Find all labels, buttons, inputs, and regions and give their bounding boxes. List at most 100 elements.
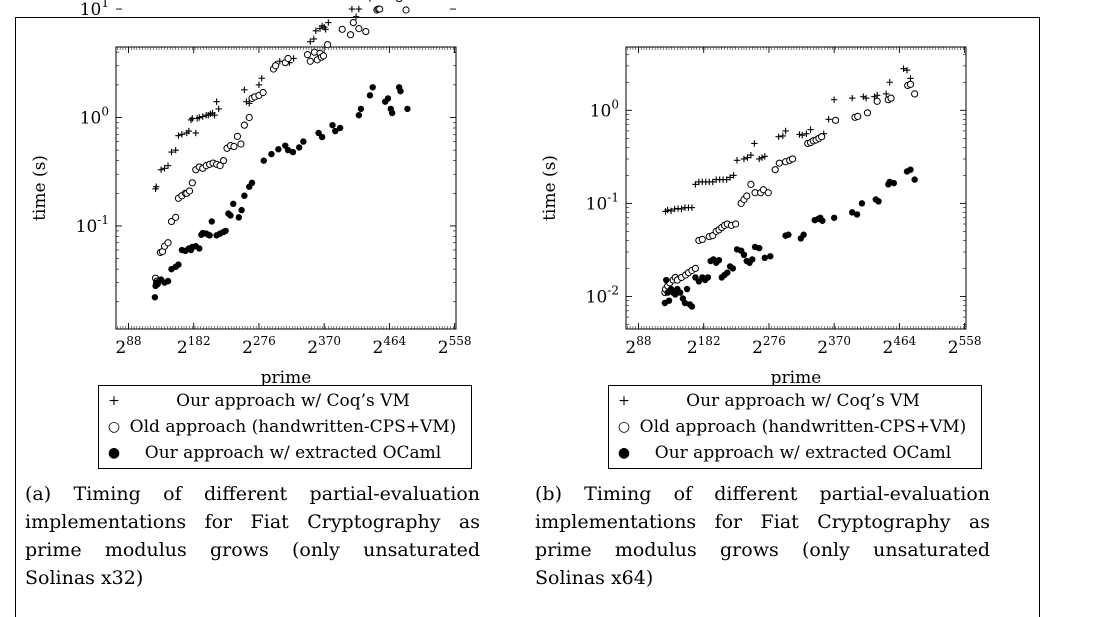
dot-point xyxy=(208,218,215,225)
circle-point xyxy=(219,157,228,165)
circle-point xyxy=(887,94,895,102)
dot-point xyxy=(357,105,365,113)
circle-point xyxy=(376,5,384,13)
dot-point xyxy=(704,274,712,281)
legend-label: Our approach w/ Coq’s VM xyxy=(176,391,410,411)
panel-a: 288 2182 2276 2370 2464 2558 10-1 100 101 prime ti… xyxy=(0,0,500,609)
dot-point xyxy=(800,231,807,238)
circle-point xyxy=(698,235,706,243)
plus-point xyxy=(723,176,730,183)
dot-point xyxy=(289,148,297,156)
x-tick-label: 2182 xyxy=(687,334,721,358)
plus-point xyxy=(807,126,814,133)
plus-point xyxy=(907,75,914,82)
circle-point xyxy=(743,192,751,200)
dot-point xyxy=(151,294,159,301)
dot-point xyxy=(366,92,374,99)
plus-point xyxy=(241,86,248,94)
caption-a: (a) Timing of different partial-evaluati… xyxy=(25,483,480,589)
plus-point xyxy=(352,13,360,20)
dot-point xyxy=(858,200,866,207)
plus-point xyxy=(664,206,671,214)
legend-marker: + xyxy=(618,393,630,409)
plus-point xyxy=(213,98,220,105)
circle-point xyxy=(172,213,180,221)
legend-label: Old approach (handwritten-CPS+VM) xyxy=(639,417,967,437)
dot-point xyxy=(404,105,411,113)
dot-point xyxy=(175,261,182,268)
dot-point xyxy=(672,291,679,298)
dot-point xyxy=(230,200,237,208)
dot-point xyxy=(300,138,307,145)
dot-point xyxy=(275,146,282,153)
plus-point xyxy=(312,27,320,35)
plus-point xyxy=(779,132,787,140)
y-tick-label: 101 xyxy=(80,0,109,20)
legend-entry: ○ Old approach (handwritten-CPS+VM) xyxy=(105,414,463,440)
legend-a: + Our approach w/ Coq’s VM ○ Old approac… xyxy=(98,385,472,469)
plus-point xyxy=(255,81,263,89)
plus-point xyxy=(276,58,283,65)
x-tick-label: 2276 xyxy=(752,334,786,358)
y-axis-label: time (s) xyxy=(540,155,560,221)
circle-point xyxy=(346,31,355,39)
plus-point xyxy=(886,79,893,86)
plus-point xyxy=(751,140,758,147)
legend-marker: + xyxy=(108,393,120,409)
plus-point xyxy=(709,178,716,186)
plus-point xyxy=(761,153,768,160)
dot-point xyxy=(260,157,267,164)
y-tick-label: 10-1 xyxy=(586,190,619,214)
dot-point xyxy=(397,87,404,95)
circle-point xyxy=(284,54,292,63)
dot-point xyxy=(369,84,376,91)
dot-point xyxy=(238,206,245,214)
plus-point xyxy=(164,162,172,169)
legend-label: Our approach w/ extracted OCaml xyxy=(144,443,442,463)
panel-b: 288 2182 2276 2370 2464 2558 10-2 10-1 100 prime t… xyxy=(510,0,1010,609)
circle-point xyxy=(775,159,783,167)
plus-point xyxy=(215,105,222,113)
x-tick-label: 2464 xyxy=(883,334,917,358)
circle-point xyxy=(271,62,280,70)
plot-a: 288 2182 2276 2370 2464 2558 10-1 100 101 prime ti… xyxy=(30,0,472,388)
legend-label: Old approach (handwritten-CPS+VM) xyxy=(129,417,457,437)
dot-point xyxy=(206,232,213,239)
dot-point xyxy=(336,124,344,132)
dot-point xyxy=(241,192,248,199)
plus-point xyxy=(172,146,179,154)
circle-point xyxy=(233,132,242,140)
plus-point xyxy=(726,174,734,181)
caption-b: (b) Timing of different partial-evaluati… xyxy=(535,483,990,589)
plus-point xyxy=(161,165,168,172)
plus-point xyxy=(211,112,218,119)
plot-area xyxy=(625,46,967,330)
plus-point xyxy=(796,131,803,138)
x-tick-label: 2558 xyxy=(438,334,472,358)
plus-point xyxy=(678,205,685,213)
circle-point xyxy=(245,113,253,122)
plus-point xyxy=(246,100,253,107)
legend-marker: ● xyxy=(107,445,121,461)
dot-point xyxy=(355,112,363,119)
circle-point xyxy=(911,90,919,98)
plus-point xyxy=(903,66,911,74)
x-tick-label: 2370 xyxy=(307,334,341,358)
circle-point xyxy=(395,0,403,3)
plot-b: 288 2182 2276 2370 2464 2558 10-2 10-1 100 prime t… xyxy=(540,46,981,388)
dot-point xyxy=(875,198,882,205)
dot-point xyxy=(196,245,203,252)
dot-point xyxy=(284,146,292,154)
circle-point xyxy=(771,166,779,174)
x-tick-label: 2370 xyxy=(817,334,851,358)
plus-point xyxy=(688,204,696,211)
legend-entry: ○ Old approach (handwritten-CPS+VM) xyxy=(615,414,973,440)
figure-frame xyxy=(15,17,1040,617)
legend-label: Our approach w/ Coq’s VM xyxy=(686,391,920,411)
y-tick-label: 100 xyxy=(590,97,619,121)
dot-point xyxy=(663,276,670,284)
dot-point xyxy=(164,277,172,285)
plus-point xyxy=(667,207,675,215)
circle-point xyxy=(167,217,176,226)
legend-entry: + Our approach w/ Coq’s VM xyxy=(105,388,463,414)
